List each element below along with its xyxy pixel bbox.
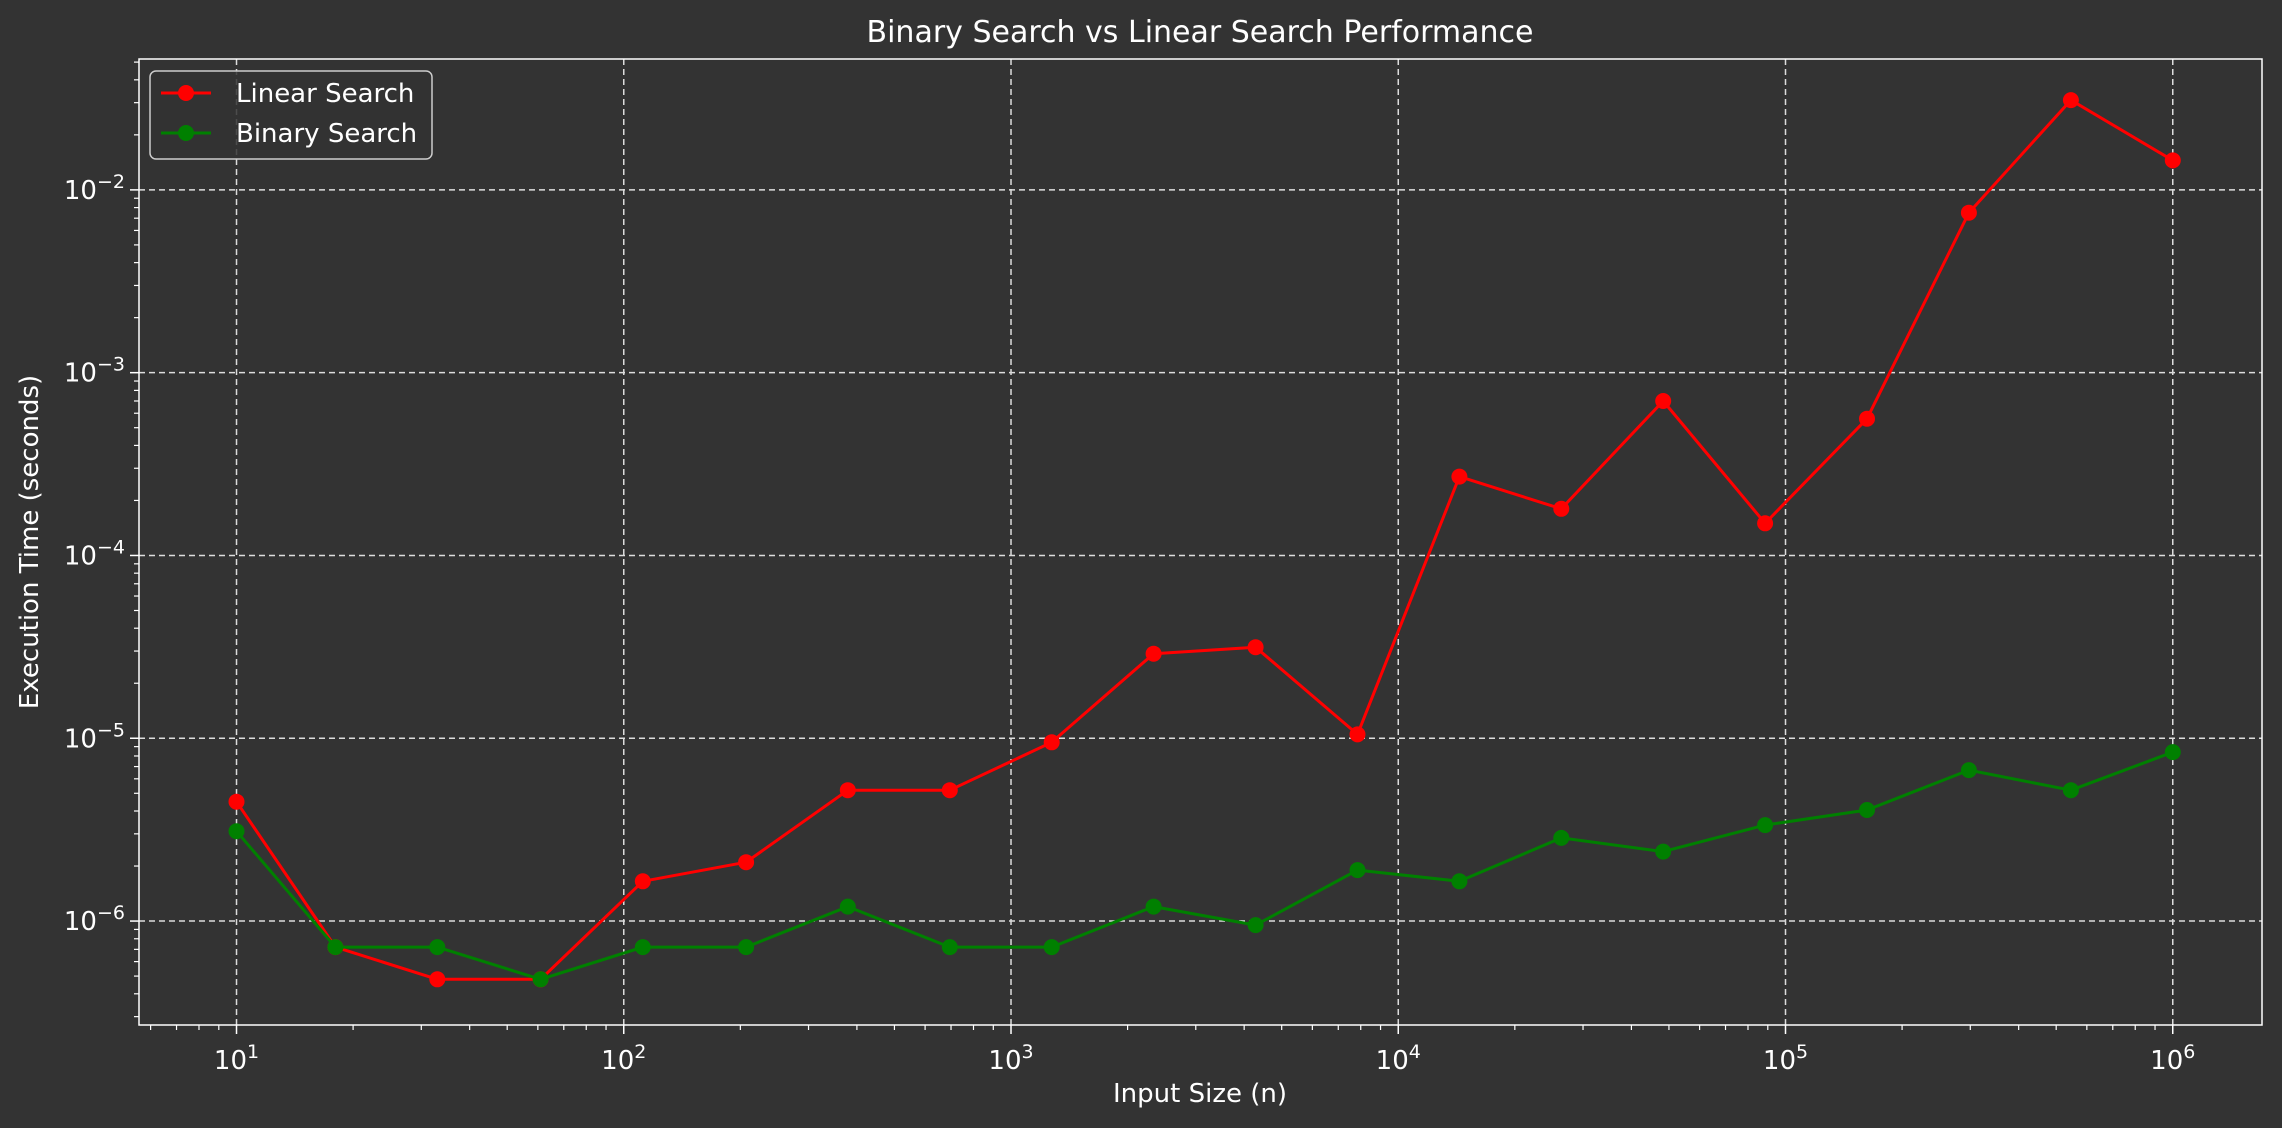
- x-tick-label: 105: [1763, 1041, 1808, 1076]
- data-point-linear-search: [1960, 204, 1977, 221]
- series-layer: [228, 92, 2181, 988]
- y-tick-label: 10−4: [64, 536, 125, 571]
- data-point-linear-search: [1553, 500, 1570, 517]
- data-point-linear-search: [1757, 515, 1774, 532]
- data-point-linear-search: [2062, 92, 2079, 109]
- data-point-binary-search: [738, 939, 755, 956]
- data-point-binary-search: [839, 898, 856, 915]
- data-point-binary-search: [1553, 829, 1570, 846]
- x-tick-label: 106: [2150, 1041, 2195, 1076]
- data-point-binary-search: [1655, 843, 1672, 860]
- legend-marker-linear-point: [178, 85, 194, 101]
- data-point-linear-search: [1451, 468, 1468, 485]
- y-tick-label: 10−3: [64, 354, 125, 389]
- data-point-binary-search: [1145, 898, 1162, 915]
- y-tick-label: 10−6: [64, 902, 125, 937]
- data-point-binary-search: [1349, 862, 1366, 879]
- legend: Linear Search Binary Search: [149, 70, 433, 160]
- data-point-linear-search: [2164, 152, 2181, 169]
- plot-frame: [138, 58, 2263, 1026]
- y-axis-label: Execution Time (seconds): [15, 375, 45, 709]
- legend-label-linear-search: Linear Search: [236, 79, 414, 109]
- series-line-binary-search: [235, 750, 2174, 981]
- data-point-binary-search: [228, 823, 245, 840]
- series-line-linear-search: [235, 98, 2174, 981]
- data-point-linear-search: [839, 782, 856, 799]
- legend-marker-binary-point: [178, 125, 194, 141]
- data-point-binary-search: [941, 939, 958, 956]
- data-point-binary-search: [1757, 817, 1774, 834]
- chart-title: Binary Search vs Linear Search Performan…: [867, 15, 1534, 50]
- y-tick-label: 10−5: [64, 719, 125, 754]
- axis-ticks: 101 102 103 104 105 106 10−6 10−5 10−4 10−3 10−2: [64, 61, 2195, 1076]
- data-point-binary-search: [1247, 917, 1264, 934]
- data-point-linear-search: [738, 854, 755, 871]
- x-axis-label: Input Size (n): [1113, 1079, 1287, 1109]
- data-point-linear-search: [1655, 393, 1672, 409]
- data-point-linear-search: [1247, 639, 1264, 656]
- x-tick-label: 104: [1376, 1041, 1421, 1076]
- data-point-linear-search: [1349, 726, 1366, 743]
- data-point-binary-search: [2164, 744, 2181, 761]
- data-point-binary-search: [327, 939, 344, 956]
- data-point-linear-search: [634, 873, 651, 890]
- legend-label-binary-search: Binary Search: [236, 119, 417, 149]
- data-point-binary-search: [634, 939, 651, 956]
- x-tick-label: 103: [988, 1041, 1033, 1076]
- data-point-binary-search: [1043, 939, 1060, 956]
- data-point-binary-search: [1859, 802, 1875, 818]
- data-point-binary-search: [532, 971, 549, 988]
- data-point-binary-search: [1960, 762, 1977, 779]
- x-tick-label: 101: [214, 1041, 259, 1076]
- data-point-linear-search: [1859, 410, 1875, 427]
- plot-area: [139, 59, 2262, 1025]
- data-point-binary-search: [2062, 782, 2079, 799]
- x-tick-label: 102: [601, 1041, 646, 1076]
- data-point-binary-search: [429, 939, 446, 956]
- y-tick-label: 10−2: [64, 171, 125, 206]
- data-point-linear-search: [429, 971, 446, 988]
- data-point-binary-search: [1451, 873, 1468, 890]
- data-point-linear-search: [1043, 734, 1060, 751]
- legend-frame: [149, 70, 433, 160]
- data-point-linear-search: [1145, 645, 1162, 662]
- data-point-linear-search: [228, 793, 245, 810]
- grid: [139, 59, 2262, 1025]
- data-point-linear-search: [941, 782, 958, 799]
